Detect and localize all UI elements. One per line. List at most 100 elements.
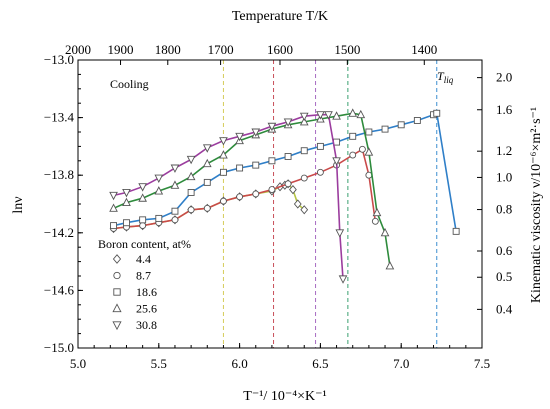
data-point-25.6 [109, 203, 118, 212]
data-point-30.8 [122, 189, 131, 198]
top-tick-label: 1900 [108, 42, 134, 57]
legend-marker-25.6 [112, 303, 122, 313]
x-axis-title: T⁻¹/ 10⁻⁴×K⁻¹ [243, 389, 326, 404]
data-point-18.6 [316, 142, 324, 150]
data-point-4.4 [293, 199, 302, 209]
data-point-8.7 [252, 190, 260, 198]
data-point-18.6 [252, 161, 260, 169]
x-tick-label: 6.0 [231, 356, 247, 371]
top-tick-label: 2000 [65, 42, 91, 57]
data-point-25.6 [138, 193, 147, 202]
data-point-18.6 [203, 178, 211, 186]
data-point-25.6 [154, 186, 164, 195]
data-point-18.6 [123, 219, 130, 227]
right-tick-label: 1.6 [496, 102, 513, 117]
data-point-25.6 [186, 171, 196, 181]
legend-label-30.8: 30.8 [136, 318, 157, 332]
top-tick-label: 1700 [208, 42, 234, 57]
right-axis-title: Kinematic viscosity ν/10⁻⁶×m²·s⁻¹ [529, 107, 544, 303]
data-point-8.7 [236, 193, 244, 201]
data-point-8.7 [203, 204, 211, 212]
data-point-25.6 [332, 111, 341, 120]
data-point-8.7 [349, 151, 357, 159]
data-point-18.6 [139, 216, 147, 224]
ticks-layer [77, 59, 483, 349]
data-point-18.6 [171, 207, 179, 215]
data-point-4.4 [289, 185, 297, 195]
data-point-18.6 [236, 164, 244, 172]
data-point-8.7 [219, 197, 227, 205]
data-point-18.6 [219, 168, 227, 176]
data-point-25.6 [122, 197, 131, 207]
data-point-18.6 [155, 214, 163, 222]
y-axis-title: lnν [11, 196, 26, 213]
data-point-25.6 [170, 180, 180, 189]
data-point-25.6 [385, 261, 395, 270]
series-30.8 [109, 111, 348, 284]
y-tick-label: −14.6 [44, 282, 75, 297]
data-point-25.6 [219, 150, 228, 159]
x-tick-label: 5.0 [70, 356, 86, 371]
x-tick-label: 7.5 [474, 356, 490, 371]
data-point-18.6 [284, 153, 292, 160]
tick-labels-layer: 5.0 5.5 6.0 6.5 7.0 7.5 −13.0 −13.4 −13.8 −14.2 −1… [44, 42, 513, 371]
legend-marker-18.6 [113, 288, 121, 296]
right-tick-label: 0.6 [496, 243, 513, 258]
data-point-25.6 [348, 108, 358, 117]
data-point-8.7 [371, 217, 379, 225]
data-point-18.6 [413, 117, 421, 124]
data-point-30.8 [316, 111, 325, 120]
data-point-25.6 [299, 117, 309, 126]
y-tick-label: −13.0 [44, 52, 74, 67]
data-point-25.6 [372, 207, 382, 217]
legend-title: Boron content, at% [98, 237, 191, 251]
data-point-30.8 [170, 164, 180, 173]
data-point-18.6 [433, 109, 441, 117]
data-point-4.4 [300, 205, 309, 215]
data-point-18.6 [397, 121, 405, 129]
tliq-label: Tliq [437, 69, 454, 85]
data-point-30.8 [332, 157, 341, 166]
data-point-18.6 [349, 132, 357, 140]
legend-marker-30.8 [112, 321, 122, 331]
data-point-30.8 [324, 111, 333, 120]
data-point-30.8 [154, 174, 164, 183]
legend-marker-4.4 [112, 254, 122, 264]
data-point-18.6 [452, 227, 460, 235]
data-point-30.8 [138, 183, 147, 192]
data-point-30.8 [251, 128, 261, 137]
data-point-8.7 [358, 145, 366, 153]
data-point-30.8 [202, 144, 212, 153]
series-layer [109, 108, 460, 284]
top-tick-label: 1500 [334, 42, 360, 57]
series-line-18.6 [113, 112, 457, 232]
data-point-30.8 [219, 137, 228, 146]
legend-label-8.7: 8.7 [136, 269, 151, 283]
data-point-18.6 [187, 189, 195, 196]
data-point-30.8 [267, 122, 277, 132]
data-point-8.7 [316, 168, 324, 176]
data-point-8.7 [139, 222, 147, 230]
data-point-30.8 [109, 191, 118, 201]
data-point-30.8 [283, 118, 293, 127]
data-point-8.7 [268, 186, 276, 194]
legend-label-25.6: 25.6 [136, 302, 157, 316]
data-point-30.8 [335, 229, 345, 238]
data-point-30.8 [299, 112, 309, 122]
data-point-30.8 [235, 132, 244, 142]
right-tick-label: 2.0 [496, 70, 512, 85]
data-point-8.7 [300, 174, 308, 182]
data-point-18.6 [110, 222, 118, 230]
liquidus-lines [222, 60, 438, 348]
legend-label-18.6: 18.6 [136, 285, 157, 299]
legend-marker-8.7 [113, 271, 121, 280]
y-tick-label: −15.0 [44, 340, 74, 355]
right-tick-label: 0.8 [496, 202, 512, 217]
data-point-25.6 [202, 158, 212, 168]
y-tick-label: −13.8 [44, 167, 74, 182]
right-tick-label: 0.4 [496, 301, 513, 316]
data-point-18.6 [268, 157, 276, 165]
right-tick-label: 1.0 [496, 169, 512, 184]
series-line-30.8 [113, 113, 344, 279]
